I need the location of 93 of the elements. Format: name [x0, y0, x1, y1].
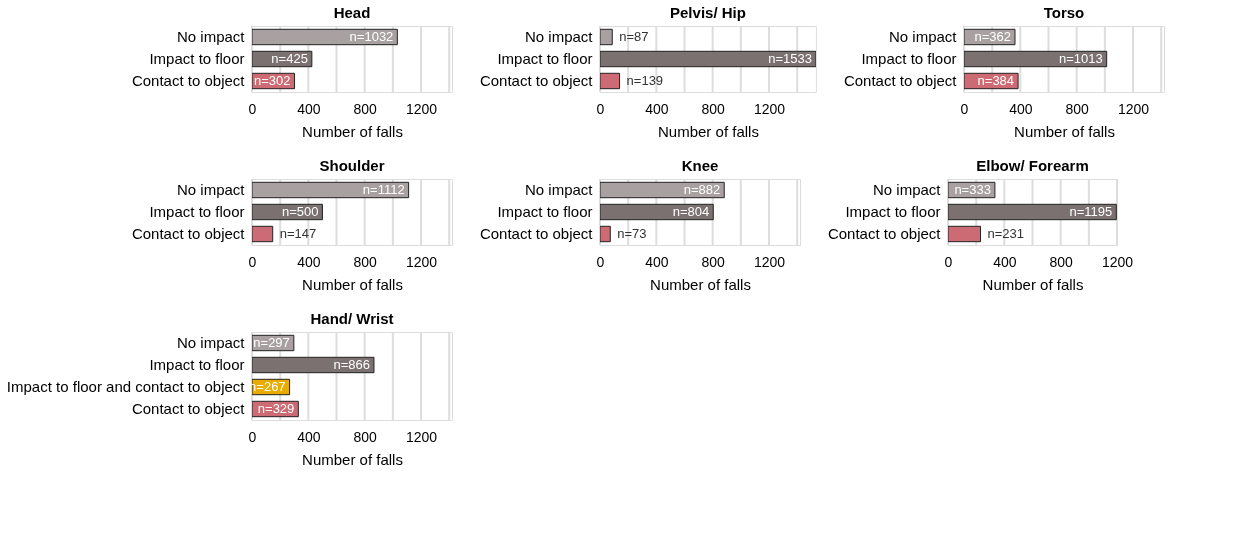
x-tick-label: 0: [960, 100, 969, 117]
chart-title: Knee: [681, 157, 719, 174]
x-tick-label: 0: [596, 100, 605, 117]
data-label: n=302: [254, 73, 291, 88]
bar: [600, 50, 816, 68]
y-tick-label: No impact: [176, 334, 246, 351]
x-tick-label: 800: [353, 428, 378, 445]
y-tick-label: Impact to floor: [149, 50, 245, 67]
data-label: n=1032: [349, 29, 394, 44]
y-tick-label: No impact: [524, 181, 594, 198]
y-tick-label: No impact: [176, 28, 246, 45]
x-tick-label: 0: [248, 100, 257, 117]
data-label: n=1013: [1058, 51, 1103, 66]
x-tick-label: 1200: [753, 253, 786, 270]
chart-title: Head: [333, 4, 371, 21]
x-axis-title: Number of falls: [982, 275, 1084, 293]
data-label: n=139: [626, 73, 664, 88]
y-tick-label: Contact to object: [827, 225, 942, 242]
chart-title: Torso: [1043, 4, 1085, 21]
chart-title: Shoulder: [319, 157, 385, 174]
bar: [600, 225, 611, 243]
y-tick-label: No impact: [888, 28, 958, 45]
bar: [948, 225, 982, 243]
bar: [600, 28, 613, 46]
x-axis-title: Number of falls: [650, 275, 751, 293]
data-label: n=882: [683, 182, 721, 197]
x-axis-title: Number of falls: [1014, 122, 1115, 140]
y-tick-label: Impact to floor: [861, 50, 957, 67]
x-axis-title: Number of falls: [302, 450, 403, 468]
data-label: n=231: [987, 226, 1025, 241]
bar: [600, 72, 621, 90]
data-label: n=1195: [1069, 204, 1113, 219]
data-label: n=1533: [768, 51, 812, 66]
x-axis-title: Number of falls: [302, 122, 403, 140]
x-tick-label: 0: [596, 253, 605, 270]
x-tick-label: 1200: [753, 100, 786, 117]
x-tick-label: 400: [993, 253, 1017, 270]
x-tick-label: 1200: [405, 100, 438, 117]
y-tick-label: Contact to object: [131, 225, 246, 242]
data-label: n=1112: [362, 182, 405, 197]
y-tick-label: Contact to object: [131, 400, 246, 417]
x-tick-label: 800: [1049, 253, 1074, 270]
x-tick-label: 800: [701, 100, 726, 117]
data-label: n=500: [281, 204, 319, 219]
data-label: n=333: [954, 182, 991, 197]
y-tick-label: Impact to floor: [149, 356, 245, 373]
y-tick-label: Contact to object: [479, 225, 594, 242]
x-tick-label: 800: [1065, 100, 1090, 117]
y-tick-label: Contact to object: [131, 72, 246, 89]
y-tick-label: No impact: [872, 181, 942, 198]
data-label: n=425: [271, 51, 308, 66]
bar: [948, 203, 1117, 221]
x-tick-label: 400: [1009, 100, 1033, 117]
y-tick-label: Impact to floor and contact to object: [6, 378, 246, 395]
y-tick-label: No impact: [524, 28, 594, 45]
x-tick-label: 1200: [405, 253, 438, 270]
y-tick-label: Impact to floor: [845, 203, 941, 220]
bar: [252, 181, 410, 199]
x-axis-title: Number of falls: [302, 275, 403, 293]
y-tick-label: Contact to object: [843, 72, 958, 89]
data-label: n=87: [619, 29, 649, 44]
data-label: n=384: [977, 73, 1015, 88]
data-label: n=297: [253, 335, 290, 350]
x-tick-label: 400: [297, 253, 321, 270]
x-tick-label: 0: [248, 428, 257, 445]
x-tick-label: 800: [353, 100, 378, 117]
x-tick-label: 800: [353, 253, 378, 270]
y-tick-label: Impact to floor: [149, 203, 245, 220]
x-tick-label: 1200: [405, 428, 438, 445]
y-tick-label: No impact: [176, 181, 246, 198]
data-label: n=329: [257, 401, 295, 416]
x-tick-label: 400: [645, 253, 669, 270]
x-tick-label: 0: [944, 253, 953, 270]
chart-title: Hand/ Wrist: [310, 310, 394, 327]
data-label: n=804: [672, 204, 710, 219]
data-label: n=73: [617, 226, 647, 241]
data-label: n=147: [279, 226, 317, 241]
x-tick-label: 400: [297, 428, 321, 445]
x-tick-label: 1200: [1101, 253, 1134, 270]
bar: [252, 225, 274, 243]
x-tick-label: 1200: [1117, 100, 1150, 117]
y-tick-label: Impact to floor: [497, 50, 593, 67]
x-tick-label: 400: [297, 100, 321, 117]
x-tick-label: 800: [701, 253, 726, 270]
data-label: n=362: [974, 29, 1011, 44]
y-tick-label: Impact to floor: [497, 203, 593, 220]
chart-title: Elbow/ Forearm: [976, 157, 1089, 174]
y-tick-label: Contact to object: [479, 72, 594, 89]
data-label: n=866: [333, 357, 370, 372]
x-tick-label: 0: [248, 253, 257, 270]
x-tick-label: 400: [645, 100, 669, 117]
x-axis-title: Number of falls: [658, 122, 759, 140]
chart-title: Pelvis/ Hip: [670, 4, 746, 21]
